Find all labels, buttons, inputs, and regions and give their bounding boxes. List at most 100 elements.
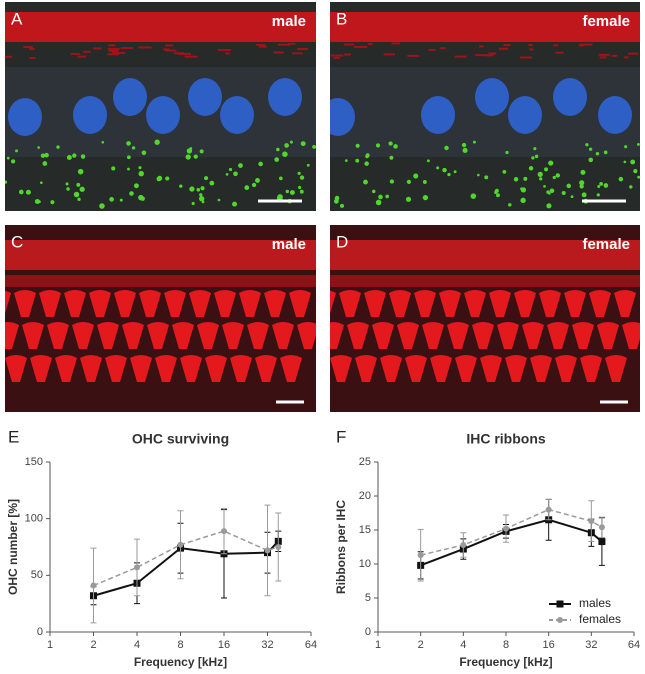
hair-cell	[372, 322, 394, 349]
synapse	[40, 153, 46, 158]
hair-cell	[89, 290, 111, 317]
synapse	[289, 190, 295, 195]
synapse	[523, 176, 528, 181]
synapse	[470, 193, 477, 199]
synapse	[544, 167, 549, 172]
marker	[598, 538, 606, 546]
synapse	[79, 186, 85, 192]
red-stripe	[120, 47, 134, 50]
x-tick-label: 1	[47, 639, 53, 651]
synapse	[77, 197, 81, 201]
synapse	[453, 170, 457, 174]
red-stripe	[297, 47, 309, 50]
chart-title: IHC ribbons	[466, 431, 546, 447]
nucleus	[113, 78, 147, 116]
y-tick-label: 10	[359, 558, 371, 570]
synapse	[405, 196, 412, 202]
x-axis-label: Frequency [kHz]	[459, 655, 552, 669]
red-stripe	[503, 44, 511, 47]
y-tick-label: 5	[365, 592, 371, 604]
synapse	[603, 150, 608, 155]
synapse	[385, 194, 389, 199]
series-line	[420, 508, 603, 556]
red-stripe	[333, 56, 340, 59]
hair-cell	[30, 355, 52, 382]
panel-letter: F	[336, 427, 346, 446]
hair-cell	[572, 322, 594, 349]
red-stripe	[83, 50, 91, 53]
hair-cell	[22, 322, 44, 349]
hair-cell	[389, 290, 411, 317]
synapse	[44, 152, 49, 158]
synapse	[277, 194, 283, 200]
nucleus	[508, 96, 542, 134]
synapse	[127, 167, 130, 171]
synapse	[15, 149, 18, 153]
synapse	[596, 193, 600, 197]
red-stripe	[529, 48, 534, 51]
y-tick-label: 20	[359, 490, 371, 502]
hair-cell	[214, 290, 236, 317]
synapse	[630, 159, 636, 165]
synapse	[462, 147, 468, 153]
series-line	[93, 530, 279, 587]
panel-letter: A	[11, 9, 23, 28]
marker	[221, 528, 227, 535]
red-stripe	[184, 55, 198, 58]
synapse	[165, 176, 170, 181]
synapse	[65, 182, 69, 186]
synapse	[580, 169, 586, 175]
red-stripe	[343, 53, 351, 56]
red-stripe	[383, 53, 396, 56]
red-stripe	[528, 43, 533, 46]
synapse	[363, 179, 368, 185]
synapse	[508, 203, 512, 207]
synapse	[436, 166, 440, 170]
synapse	[422, 180, 427, 184]
synapse	[422, 195, 429, 201]
synapse	[10, 159, 16, 164]
panel-letter: D	[336, 232, 348, 251]
synapse	[389, 179, 395, 184]
hair-cell	[605, 355, 627, 382]
synapse	[274, 157, 280, 162]
hair-cell	[439, 290, 461, 317]
synapse	[579, 180, 585, 186]
red-stripe	[70, 52, 80, 55]
synapse	[76, 182, 81, 187]
legend-marker	[556, 600, 564, 608]
series-line	[93, 540, 280, 597]
synapse	[629, 185, 633, 189]
hair-cell	[264, 290, 286, 317]
synapse	[138, 166, 142, 170]
red-stripe	[225, 52, 230, 55]
red-stripe	[330, 54, 344, 57]
marker	[588, 518, 595, 525]
hair-cell	[289, 290, 311, 317]
hair-cell	[580, 355, 602, 382]
synapse	[72, 153, 77, 158]
red-stripe	[353, 45, 368, 48]
red-stripe	[628, 52, 639, 55]
panel-label: female	[582, 13, 630, 30]
hair-cell	[155, 355, 177, 382]
nucleus	[268, 78, 302, 116]
synapse	[199, 193, 203, 197]
synapse	[531, 156, 535, 160]
synapse	[444, 145, 449, 151]
nucleus	[421, 96, 455, 134]
synapse	[472, 140, 476, 144]
synapse	[156, 176, 162, 182]
marker	[545, 506, 552, 513]
synapse	[520, 197, 526, 204]
synapse	[73, 191, 80, 198]
hair-cell	[355, 355, 377, 382]
red-stripe	[165, 44, 174, 47]
red-stripe	[108, 44, 116, 47]
x-tick-label: 2	[90, 639, 96, 651]
red-stripe	[277, 43, 291, 46]
hair-cell	[555, 355, 577, 382]
synapse	[133, 183, 139, 189]
red-stripe	[165, 49, 177, 52]
